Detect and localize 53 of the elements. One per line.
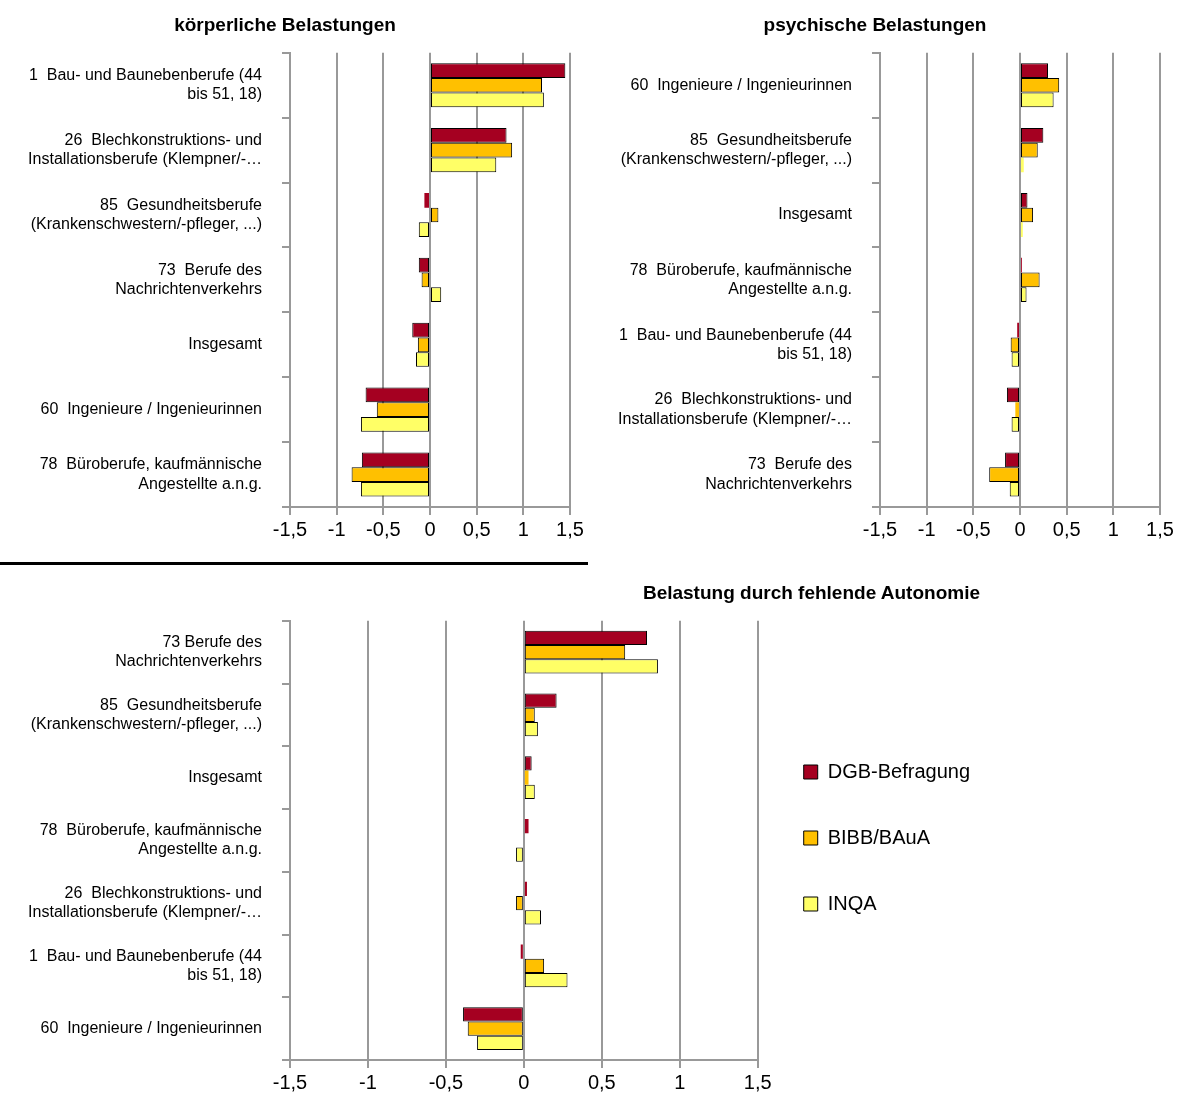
y-tick-label: 78 Büroberufe, kaufmännische Angestellte a.n.g. [39,821,263,858]
x-tick-label: -1,5 [272,1070,308,1093]
x-tick-label: -1 [917,517,936,540]
y-tick-label: Insgesamt [188,768,263,786]
y-tick-label: 85 Gesundheitsberufe (Krankenschwestern/-pfleger, ...) [30,695,263,732]
y-tick-label: Insgesamt [778,205,853,223]
y-tick-label: 1 Bau- und Baunebenberufe (44 bis 51, 18) [28,66,263,103]
y-tick-label: 85 Gesundheitsberufe (Krankenschwestern/-pfleger, ...) [30,195,263,233]
x-tick-label: -1,5 [272,517,308,540]
y-tick-label: 73 Berufe des Nachrichtenverkehrs [115,260,262,297]
bar [424,192,429,208]
x-tick-label: 1,5 [556,517,584,540]
y-tick-label: 60 Ingenieure / Ingenieurinnen [40,1019,262,1037]
y-tick-label: 1 Bau- und Baunebenberufe (44 bis 51, 18) [618,325,853,362]
y-tick-label: 60 Ingenieure / Ingenieurinnen [40,400,262,418]
x-tick-label: -0,5 [366,517,401,540]
y-tick-label: 73 Berufe des Nachrichtenverkehrs [705,455,852,492]
x-tick-label: 0,5 [462,517,491,540]
y-tick-label: 1 Bau- und Baunebenberufe (44 bis 51, 18) [28,946,263,983]
y-tick-label: 26 Blechkonstruktions- und Installationsberufe (Klempner/-… [28,883,262,921]
x-tick-label: 1,5 [743,1070,772,1093]
legend-label: DGB-Befragung [827,759,970,782]
x-tick-label: 0 [424,517,436,540]
y-tick-label: 26 Blechkonstruktions- und Installationsberufe (Klempner/-… [28,130,262,168]
bar [524,819,529,834]
x-tick-label: 0 [1014,517,1026,540]
chart-title: psychische Belastungen [763,13,987,35]
bar [524,881,527,897]
x-tick-label: 1 [1107,517,1119,540]
y-tick-label: Insgesamt [188,335,263,353]
bar [524,770,529,785]
x-tick-label: -0,5 [956,517,991,540]
x-tick-label: -1,5 [862,517,898,540]
text: Belastung durch fehlende Autonomie [642,581,980,603]
x-tick-label: 1 [517,517,529,540]
legend-label: BIBB/BAuA [827,825,931,848]
x-tick-label: -1 [327,517,346,540]
y-tick-label: 85 Gesundheitsberufe (Krankenschwestern/-pfleger, ...) [620,130,853,168]
y-tick-label: 78 Büroberufe, kaufmännische Angestellte a.n.g. [629,260,853,297]
y-tick-label: 26 Blechkonstruktions- und Installationsberufe (Klempner/-… [618,390,852,427]
legend-label: INQA [827,891,878,914]
x-tick-label: -1 [359,1070,377,1093]
y-tick-label: 73 Berufe des Nachrichtenverkehrs [115,632,262,670]
x-tick-label: 0,5 [587,1070,616,1093]
chart-title: körperliche Belastungen [174,13,396,35]
x-tick-label: 0,5 [1052,517,1081,540]
y-tick-label: 60 Ingenieure / Ingenieurinnen [630,75,852,93]
x-tick-label: 1 [674,1070,686,1093]
x-tick-label: 1,5 [1146,517,1174,540]
x-tick-label: 0 [518,1070,530,1093]
x-tick-label: -0,5 [428,1070,464,1093]
bar [520,944,523,959]
y-tick-label: 78 Büroberufe, kaufmännische Angestellte a.n.g. [39,455,263,492]
